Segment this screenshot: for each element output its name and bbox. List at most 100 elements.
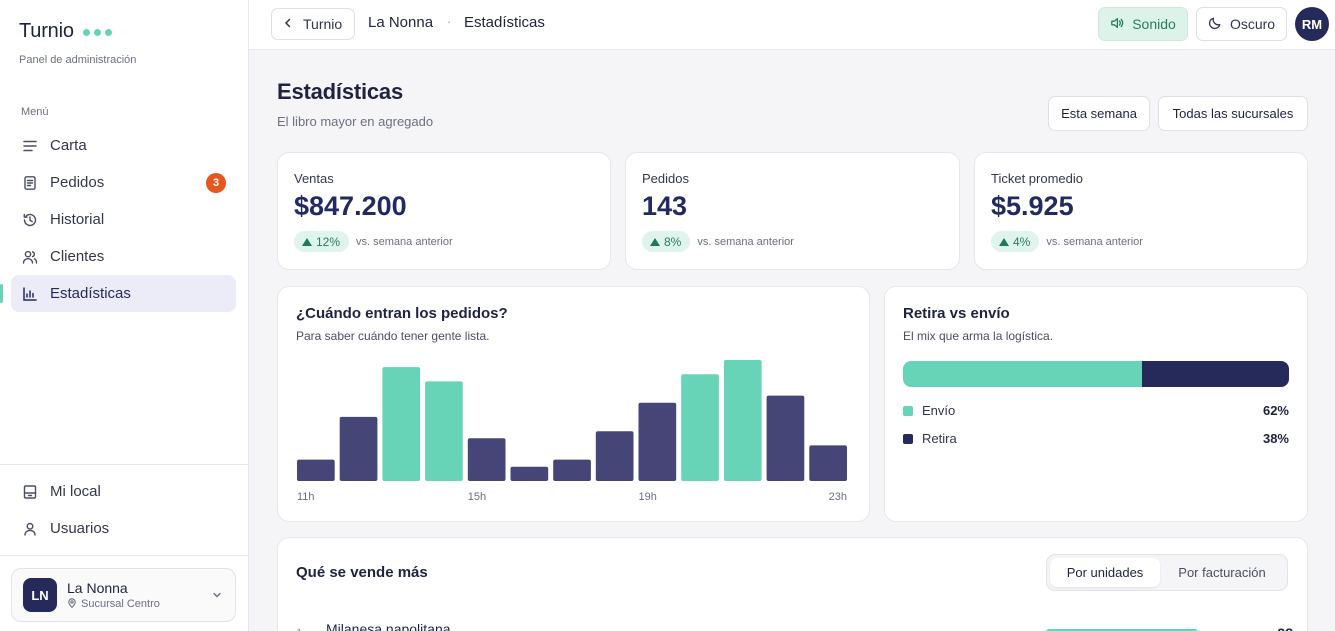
breadcrumb-store[interactable]: La Nonna [368,14,434,31]
sound-toggle-label: Sonido [1132,16,1176,32]
kpi-card-ticket-promedio: Ticket promedio $5.925 4% vs. semana ant… [974,152,1308,270]
kpi-card-pedidos: Pedidos 143 8% vs. semana anterior [625,152,960,270]
kpi-value: $5.925 [991,191,1074,221]
breadcrumb-separator: · [447,14,452,29]
history-icon [22,212,38,228]
sidebar-divider [0,555,248,556]
dark-mode-button[interactable]: Oscuro [1196,7,1287,41]
ranking-mode-toggle: Por unidades Por facturación [1046,554,1288,591]
sound-toggle-button[interactable]: Sonido [1098,7,1188,41]
brand-name: Turnio [19,20,74,42]
kpi-delta: 12% vs. semana anterior [294,231,453,252]
sidebar-item-pedidos[interactable]: Pedidos 3 [11,164,236,201]
period-filter-button[interactable]: Esta semana [1048,96,1150,131]
kpi-delta: 4% vs. semana anterior [991,231,1143,252]
mix-segment-retira [1142,361,1289,387]
delta-value: 12% [316,234,341,249]
menu-title: Menú [21,106,49,118]
user-avatar[interactable]: RM [1295,7,1329,41]
x-tick-label: 15h [468,491,486,503]
hours-bar-chart: 11h 15h 19h 23h [297,360,847,503]
store-avatar: LN [23,578,57,612]
tab-por-unidades[interactable]: Por unidades [1050,558,1160,587]
kpi-label: Ventas [294,171,334,186]
speaker-icon [1110,16,1124,33]
card-subtitle: Para saber cuándo tener gente lista. [296,329,490,343]
store-switcher[interactable]: LN La Nonna Sucursal Centro [11,568,236,622]
receipt-icon [22,175,38,191]
chart-bar-14h [425,381,463,481]
trend-up-icon [650,237,660,246]
chart-bar-11h [297,459,335,481]
hours-chart-card: ¿Cuándo entran los pedidos? Para saber c… [277,286,870,522]
x-tick-label: 23h [829,491,847,503]
list-item: 1 Milanesa napolitana [296,618,451,631]
store-name: La Nonna [67,579,128,596]
chart-bar-12h [339,416,378,481]
back-button[interactable]: Turnio [271,8,356,40]
active-indicator [0,284,3,303]
card-subtitle: El mix que arma la logística. [903,329,1054,343]
chart-bar-23h [809,445,847,481]
page-subtitle: El libro mayor en agregado [277,114,434,129]
legend-row-retira: Retira 38% [903,431,1289,446]
chart-bar-18h [595,431,634,481]
chart-bar-16h [510,466,549,481]
sidebar-item-label: Historial [50,211,105,228]
sidebar-item-clientes[interactable]: Clientes [11,238,236,275]
chevron-left-icon [282,16,294,32]
trend-up-icon [302,237,312,246]
sidebar-item-historial[interactable]: Historial [11,201,236,238]
delta-badge: 8% [642,231,691,252]
legend-percent: 38% [1262,431,1289,446]
chart-bar-19h [638,402,677,481]
brand[interactable]: Turnio [19,20,112,43]
sidebar-item-usuarios[interactable]: Usuarios [11,510,236,547]
delta-note: vs. semana anterior [697,235,794,248]
legend-row-envio: Envío 62% [903,403,1289,418]
product-value: 38 [1277,625,1293,631]
pin-icon [67,597,77,611]
mix-stacked-bar [903,361,1289,387]
legend-label: Envío [922,403,956,418]
orders-count-badge: 3 [206,173,226,193]
sidebar-item-mi-local[interactable]: Mi local [11,473,236,510]
sidebar-divider [0,464,248,465]
store-icon [22,484,38,500]
sidebar-item-carta[interactable]: Carta [11,127,236,164]
tab-por-facturacion[interactable]: Por facturación [1178,565,1266,580]
x-tick-label: 11h [297,491,315,503]
legend-label: Retira [922,431,957,446]
user-icon [22,521,38,537]
sidebar-item-label: Pedidos [50,174,105,191]
chart-bar-20h [681,374,719,481]
menu-lines-icon [22,138,38,154]
dark-mode-label: Oscuro [1229,16,1276,32]
sidebar-nav: Carta Pedidos 3 Historial Clientes [0,127,236,312]
delta-badge: 4% [991,231,1040,252]
chevron-down-icon [211,588,223,606]
rank-number: 1 [296,626,326,631]
delta-badge: 12% [294,231,350,252]
sidebar-item-label: Mi local [50,483,101,500]
delta-note: vs. semana anterior [1046,235,1143,248]
store-location-label: Sucursal Centro [81,598,160,610]
product-name: Milanesa napolitana [326,621,451,631]
branch-filter-button[interactable]: Todas las sucursales [1158,96,1308,131]
legend-swatch [903,433,913,444]
top-sellers-card: Qué se vende más Por unidades Por factur… [277,537,1308,631]
sidebar-item-estadisticas[interactable]: Estadísticas [0,275,236,312]
sidebar-item-label: Usuarios [50,520,110,537]
delta-note: vs. semana anterior [356,235,453,248]
kpi-card-ventas: Ventas $847.200 12% vs. semana anterior [277,152,611,270]
delivery-mix-card: Retira vs envío El mix que arma la logís… [884,286,1308,522]
chart-bar-15h [467,438,506,481]
trend-up-icon [999,237,1009,246]
kpi-value: $847.200 [294,191,407,221]
brand-dots-icon [82,29,112,36]
mix-segment-envio [903,361,1143,387]
kpi-label: Pedidos [642,171,689,186]
delta-value: 8% [664,234,682,249]
chart-bar-17h [553,459,591,481]
back-button-label: Turnio [303,16,343,32]
